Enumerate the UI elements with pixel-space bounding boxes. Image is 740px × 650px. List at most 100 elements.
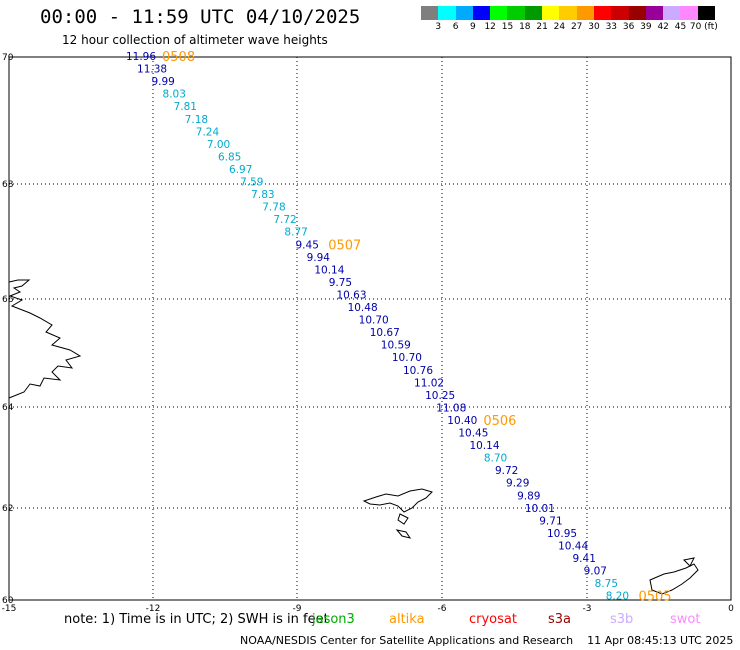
lat-lon-grid (9, 57, 731, 600)
wave-height-value: 9.75 (329, 277, 352, 289)
wave-height-value: 10.95 (547, 528, 577, 540)
color-swatch (559, 6, 577, 20)
wave-height-value: 8.70 (484, 453, 507, 465)
wave-height-value: 9.07 (584, 566, 607, 578)
wave-height-value: 10.70 (359, 315, 389, 327)
wave-height-value: 11.02 (414, 377, 444, 389)
wave-height-value: 11.08 (436, 402, 466, 414)
wave-height-value: 10.63 (336, 289, 366, 301)
wave-height-value: 10.44 (558, 540, 588, 552)
color-scale-legend: 3 6 9 12 15 18 21 24 27 30 33 36 39 42 45 70 (ft) (421, 6, 740, 34)
orbit-number-label: 0505 (638, 590, 671, 605)
wave-height-value: 9.89 (517, 490, 540, 502)
color-scale-label: 24 (553, 22, 566, 32)
satellite-legend-jason3: jason3 (312, 612, 355, 627)
longitude-tick-label: -6 (438, 604, 447, 614)
map-frame (8, 56, 732, 601)
latitude-tick-label: 60 (2, 596, 14, 606)
satellite-legend: jason3 altika cryosat s3a s3b swot (0, 612, 740, 628)
longitude-tick-label: -3 (583, 604, 592, 614)
color-swatch (680, 6, 698, 20)
wave-height-value: 6.97 (229, 164, 252, 176)
wave-height-value: 10.67 (370, 327, 400, 339)
satellite-legend-s3a: s3a (548, 612, 572, 627)
wave-height-value: 10.40 (447, 415, 477, 427)
note-text: note: 1) Time is in UTC; 2) SWH is in fe… (64, 612, 329, 627)
latitude-tick-label: 64 (2, 403, 14, 413)
color-scale-swatches (421, 6, 740, 20)
wave-height-value: 10.25 (425, 390, 455, 402)
wave-height-value: 7.72 (273, 214, 296, 226)
wave-height-value: 9.99 (151, 76, 174, 88)
longitude-tick-label: 0 (728, 604, 734, 614)
color-scale-label: 18 (519, 22, 531, 32)
color-scale-label: 70 (ft) (689, 22, 718, 32)
wave-height-value: 8.75 (595, 578, 618, 590)
color-scale-label: 36 (622, 22, 635, 32)
wave-height-value: 7.78 (262, 202, 285, 214)
color-scale-label: 33 (605, 22, 618, 32)
wave-height-value: 9.45 (296, 239, 319, 251)
longitude-tick-label: -15 (2, 604, 17, 614)
color-scale-label: 45 (674, 22, 687, 32)
color-swatch (490, 6, 508, 20)
latitude-tick-label: 62 (2, 504, 13, 514)
color-swatch (472, 6, 491, 20)
color-swatch (421, 6, 439, 20)
wave-height-value: 7.24 (196, 126, 220, 138)
color-swatch (593, 6, 612, 20)
wave-height-value: 6.85 (218, 151, 241, 163)
orbit-number-label: 0508 (162, 50, 195, 65)
orbit-number-label: 0506 (483, 414, 516, 429)
color-scale-label: 30 (588, 22, 600, 32)
color-scale-label: 21 (536, 22, 548, 32)
wave-height-value: 11.96 (126, 51, 156, 63)
latitude-tick-label: 68 (2, 180, 14, 190)
color-scale-label: 42 (657, 22, 669, 32)
color-swatch (611, 6, 629, 20)
satellite-legend-s3b: s3b (610, 612, 634, 627)
color-swatch (507, 6, 525, 20)
wave-height-value: 7.59 (240, 177, 263, 189)
footer-timestamp: 11 Apr 08:45:13 UTC 2025 (587, 634, 734, 647)
color-swatch (697, 6, 716, 20)
color-swatch (663, 6, 681, 20)
wave-height-value: 9.29 (506, 478, 529, 490)
color-swatch (455, 6, 473, 20)
wave-height-value: 9.72 (495, 465, 518, 477)
coastline-greenland (8, 279, 82, 399)
color-swatch (524, 6, 543, 20)
wave-height-value: 8.03 (163, 89, 186, 101)
color-swatch (628, 6, 646, 20)
footer-agency: NOAA/NESDIS Center for Satellite Applica… (240, 634, 574, 647)
color-scale-labels: 3 6 9 12 15 18 21 24 27 30 33 36 39 42 45 70 (ft) (421, 20, 740, 34)
coastline-faroe-islands (362, 488, 433, 539)
satellite-legend-swot: swot (670, 612, 701, 627)
wave-height-value: 10.14 (469, 440, 499, 452)
color-scale-label: 6 (452, 22, 459, 32)
longitude-tick-label: -12 (146, 604, 161, 614)
satellite-legend-altika: altika (389, 612, 425, 627)
axis-tick-labels: -15 -12 -9 -6 -3 0 70 68 66 64 62 60 (2, 53, 734, 614)
wave-height-value: 8.77 (284, 227, 307, 239)
latitude-tick-label: 70 (2, 53, 14, 63)
wave-height-value: 10.45 (458, 428, 488, 440)
footer-credit: NOAA/NESDIS Center for Satellite Applica… (240, 634, 733, 647)
wave-height-value: 11.38 (137, 64, 167, 76)
color-scale-label: 39 (640, 22, 652, 32)
wave-height-value: 7.83 (251, 189, 274, 201)
coastline-shetland-islands (649, 557, 699, 595)
latitude-tick-label: 66 (2, 295, 14, 305)
orbit-number-label: 0507 (328, 238, 361, 253)
page-title: 00:00 - 11:59 UTC 04/10/2025 (40, 6, 361, 28)
satellite-legend-cryosat: cryosat (469, 612, 517, 627)
color-scale-label: 15 (501, 22, 514, 32)
wave-height-value: 10.14 (314, 264, 344, 276)
wave-height-value: 10.70 (392, 352, 422, 364)
wave-height-value: 7.00 (207, 139, 230, 151)
altimeter-track: 11.9611.389.998.037.817.187.247.006.856.… (126, 50, 672, 605)
wave-height-value: 10.59 (381, 340, 411, 352)
wave-height-value: 8.20 (606, 591, 629, 603)
color-swatch (576, 6, 594, 20)
wave-height-value: 7.81 (174, 101, 197, 113)
